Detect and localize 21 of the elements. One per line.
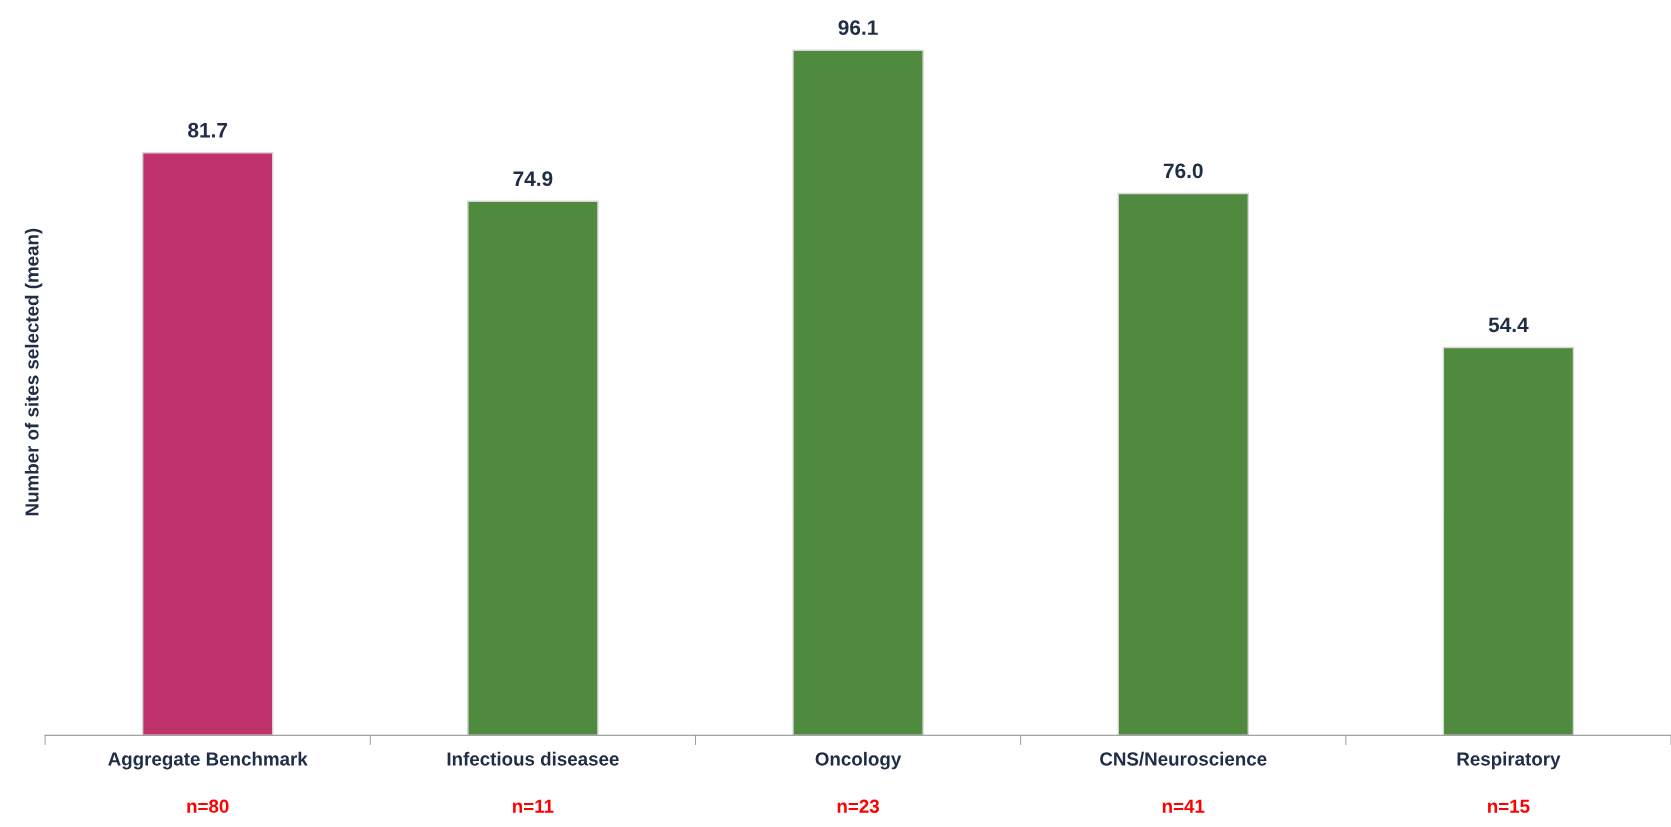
data-label: 76.0 (1163, 163, 1203, 179)
bar (1117, 192, 1249, 736)
x-tick-label: Aggregate Benchmark (108, 751, 308, 770)
x-tick-label: Respiratory (1457, 751, 1561, 770)
data-label: 54.4 (1488, 317, 1529, 333)
data-label: 81.7 (188, 122, 228, 138)
x-tick-label: Oncology (815, 751, 902, 770)
text: n=23 (837, 799, 880, 813)
data-label: 96.1 (838, 20, 878, 35)
bar (467, 200, 599, 736)
x-tick-label: CNS/Neuroscience (1100, 751, 1267, 766)
bar (1442, 346, 1575, 736)
bar (141, 152, 274, 736)
x-tick-label: Infectious diseasee (447, 751, 619, 766)
text: n=41 (1162, 799, 1205, 813)
text: n=15 (1488, 799, 1530, 813)
bar (792, 49, 924, 736)
y-axis-title: Number of sites selected (mean) (24, 228, 43, 516)
text: n=11 (513, 799, 554, 813)
text: n=80 (187, 799, 229, 813)
data-label: 74.9 (513, 171, 553, 187)
